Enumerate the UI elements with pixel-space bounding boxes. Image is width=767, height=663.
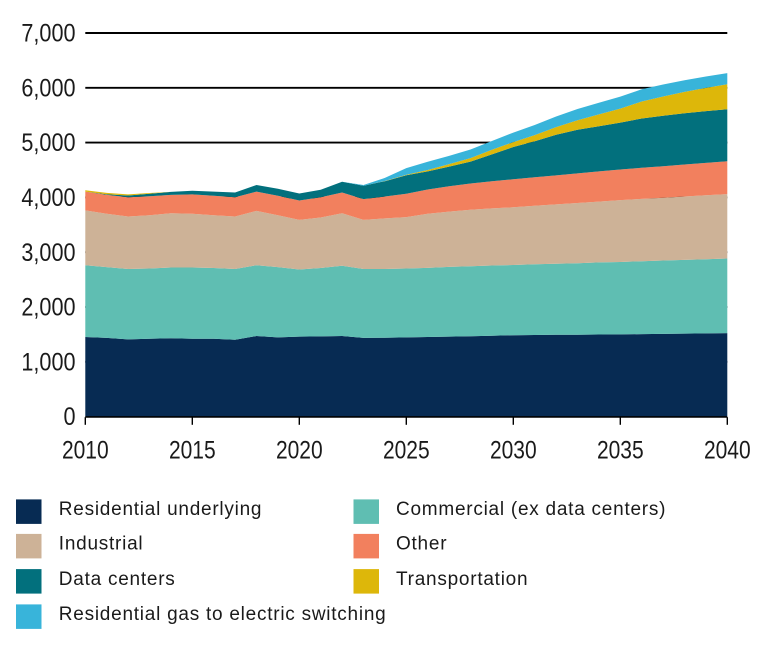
- svg-text:Transportation: Transportation: [396, 569, 528, 590]
- svg-text:Commercial (ex data centers): Commercial (ex data centers): [396, 499, 666, 520]
- svg-text:2030: 2030: [490, 436, 537, 464]
- svg-text:Industrial: Industrial: [59, 534, 144, 555]
- svg-text:4,000: 4,000: [21, 184, 75, 212]
- svg-text:5,000: 5,000: [21, 129, 75, 157]
- svg-text:2025: 2025: [383, 436, 430, 464]
- svg-text:Data centers: Data centers: [59, 569, 176, 590]
- svg-text:Residential underlying: Residential underlying: [59, 499, 262, 520]
- svg-text:Other: Other: [396, 534, 447, 555]
- svg-text:1,000: 1,000: [21, 348, 75, 376]
- svg-text:3,000: 3,000: [21, 238, 75, 266]
- svg-text:2040: 2040: [704, 436, 751, 464]
- svg-text:2,000: 2,000: [21, 293, 75, 321]
- svg-text:2010: 2010: [62, 436, 109, 464]
- svg-text:7,000: 7,000: [21, 19, 75, 47]
- svg-text:Residential gas to electric sw: Residential gas to electric switching: [59, 604, 387, 625]
- svg-text:2035: 2035: [597, 436, 644, 464]
- svg-text:2020: 2020: [276, 436, 323, 464]
- svg-text:6,000: 6,000: [21, 74, 75, 102]
- svg-text:0: 0: [63, 403, 75, 431]
- svg-text:2015: 2015: [169, 436, 216, 464]
